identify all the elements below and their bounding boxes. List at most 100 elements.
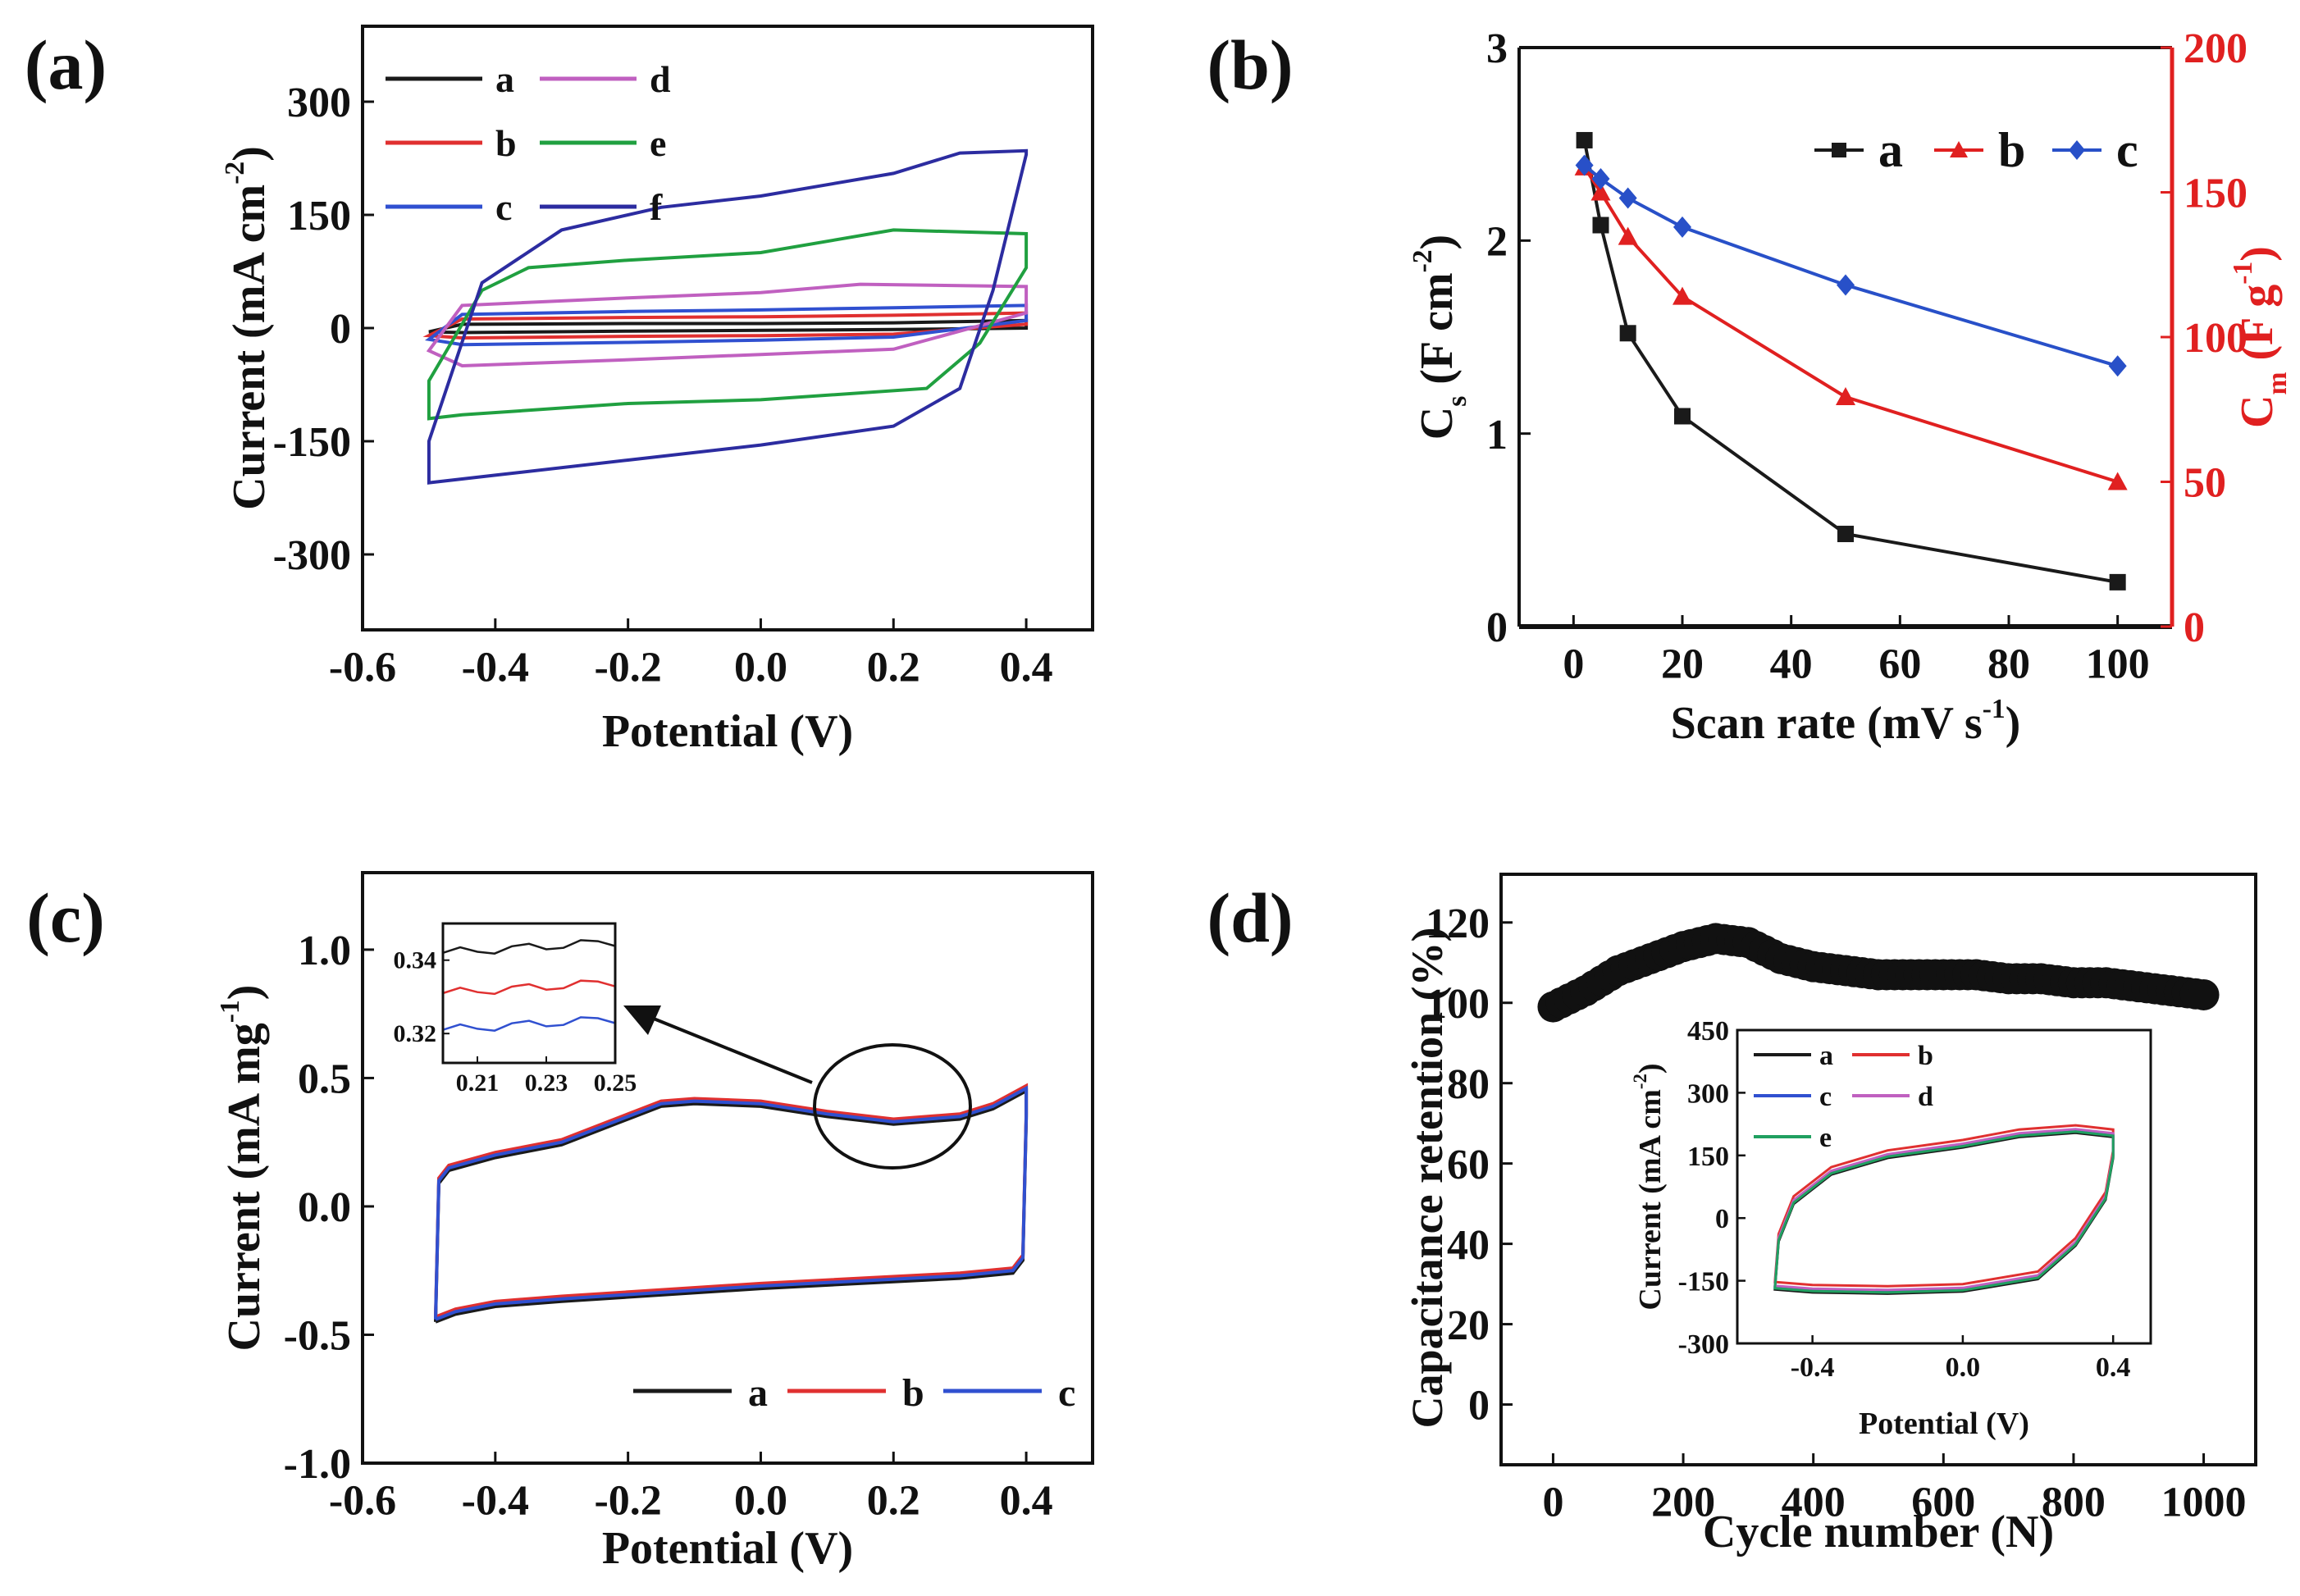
panel-c-xtick-label: 0.2	[867, 1477, 920, 1524]
panel-d-inset-xlabel-part: Potential (V)	[1859, 1407, 2029, 1441]
panel-b-xtick-label: 100	[2086, 641, 2150, 687]
panel-b-label: (b)	[1207, 25, 1293, 104]
panel-d-ylabel: Capacitance retention (%)	[1403, 928, 1452, 1429]
panel-b-ytick-label: 1	[1486, 412, 1508, 458]
panel-a-ylabel-part: )	[224, 146, 275, 162]
panel-b-point-c	[1837, 274, 1855, 296]
panel-c-inset-xtick-label: 0.21	[456, 1069, 500, 1097]
panel-a-series-f	[427, 148, 1029, 485]
panel-c-ytick-label: 0.0	[298, 1184, 351, 1231]
panel-c-inset-series-a	[442, 939, 616, 955]
panel-b-y2label-part: m	[2262, 372, 2293, 394]
panel-d-inset-ylabel-part: Current (mA cm	[1633, 1089, 1668, 1310]
panel-c-ylabel-part: Current (mA mg	[219, 1023, 270, 1351]
panel-b-point-c	[1591, 168, 1610, 190]
panel-c-inset-ytick-label: 0.34	[394, 947, 437, 974]
panel-d-inset-series-a	[1773, 1131, 2115, 1295]
panel-d-xtick-label: 1000	[2161, 1479, 2247, 1525]
panel-b-point-a	[2109, 573, 2126, 591]
panel-a-xtick-label: 0.2	[867, 644, 920, 691]
panel-b-ylabel-part: (F cm	[1412, 272, 1463, 395]
panel-b-point-a	[1576, 131, 1593, 148]
panel-b-ytick-label: 2	[1486, 219, 1508, 266]
panel-c-series-c	[434, 1085, 1029, 1321]
panel-b-legend-marker-a	[1832, 143, 1846, 157]
panel-b-point-a	[1837, 526, 1854, 543]
panel-a-ytick-label: 150	[287, 193, 351, 239]
panel-a-ytick-label: -300	[273, 532, 351, 579]
panel-c-inset-xtick-label: 0.23	[525, 1069, 568, 1097]
panel-b-ylabel-part: s	[1442, 396, 1472, 407]
panel-b-point-a	[1619, 325, 1636, 342]
panel-d-inset-ylabel-part: )	[1633, 1063, 1668, 1074]
panel-d-ytick-label: 100	[1426, 981, 1490, 1028]
panel-b-xlabel-part: Scan rate (mV s	[1671, 698, 1983, 749]
panel-b-y2tick-label: 200	[2184, 25, 2248, 72]
panel-b-y2tick-label: 50	[2184, 460, 2226, 507]
panel-b-point-a	[1592, 217, 1609, 234]
panel-d-xtick-label: 200	[1651, 1479, 1715, 1525]
panel-a-xtick-label: -0.6	[329, 644, 396, 691]
panel-c-series-b	[434, 1083, 1029, 1319]
panel-c-inset-frame	[441, 922, 617, 1065]
panel-b-point-c	[1618, 187, 1637, 209]
panel-a-xlabel-part: Potential (V)	[602, 706, 853, 757]
panel-d-inset-ytick-label: 150	[1687, 1142, 1729, 1172]
panel-d-inset-series-c	[1773, 1129, 2115, 1293]
panel-b-xtick-label: 80	[1987, 641, 2030, 687]
panel-b-y2label-part: (F g	[2232, 285, 2283, 372]
panel-d-xlabel-part: Cycle number (N)	[1703, 1507, 2054, 1557]
panel-c-xtick-label: -0.4	[462, 1477, 529, 1524]
panel-b-legend-marker-b	[1950, 141, 1968, 157]
panel-b-legend-label-a: a	[1878, 123, 1903, 177]
panel-a-label: (a)	[25, 25, 107, 104]
panel-b-ylabel-part: )	[1412, 235, 1463, 250]
panel-c-inset-xtick-label: 0.25	[594, 1069, 637, 1097]
panel-c-ytick-label: -0.5	[284, 1313, 351, 1360]
panel-d-inset-xtick-label: -0.4	[1791, 1352, 1835, 1383]
panel-d-inset-series-d	[1773, 1128, 2115, 1292]
panel-b-legend-marker-c	[2069, 140, 2085, 160]
panel-b-y2label-part: -1	[2228, 262, 2258, 285]
panel-d-inset-frame	[1736, 1028, 2152, 1345]
panel-d-frame	[1499, 873, 2257, 1466]
panel-b-y2label: Cm (F g-1)	[2228, 246, 2293, 428]
panel-c-legend-label-c: c	[1058, 1371, 1075, 1415]
panel-b-point-b	[1590, 182, 1611, 201]
panel-b-ylabel-part: C	[1412, 407, 1463, 440]
panel-a-ylabel-part: Current (mA cm	[224, 185, 275, 510]
panel-c-xlabel: Potential (V)	[602, 1523, 853, 1574]
panel-d-ytick-label: 120	[1426, 901, 1490, 947]
panel-c-ytick-label: 0.5	[298, 1056, 351, 1103]
panel-b-legend-label-b: b	[1998, 123, 2025, 177]
panel-c-zoom-arrow	[649, 1015, 813, 1084]
panel-d-inset-ytick-label: -150	[1678, 1267, 1729, 1297]
panel-d-inset-xtick-label: 0.0	[1946, 1352, 1981, 1383]
panel-d-xtick-label: 800	[2042, 1479, 2106, 1525]
panel-c-xtick-label: -0.6	[329, 1477, 396, 1524]
panel-b-ytick-label: 3	[1486, 25, 1508, 72]
panel-a-xtick-label: -0.4	[462, 644, 529, 691]
panel-d-ytick-label: 80	[1447, 1061, 1490, 1108]
panel-d-inset-xlabel: Potential (V)	[1859, 1407, 2029, 1441]
panel-b-point-c	[1673, 216, 1691, 238]
panel-c-label: (c)	[26, 878, 104, 957]
panel-d-inset-legend-label-e: e	[1819, 1123, 1832, 1153]
panel-b-ylabel: Cs (F cm-2)	[1408, 235, 1472, 440]
panel-a-ytick-label: -150	[273, 419, 351, 466]
panel-d-ytick-label: 20	[1447, 1302, 1490, 1349]
panel-c-legend-label-a: a	[748, 1371, 768, 1415]
panel-a-xtick-label: -0.2	[594, 644, 661, 691]
panel-c-legend-label-b: b	[902, 1371, 924, 1415]
panel-c-inset-ytick-label: 0.32	[394, 1020, 437, 1047]
panel-a-xlabel: Potential (V)	[602, 706, 853, 757]
panel-c-frame	[361, 871, 1094, 1465]
panel-a-xtick-label: 0.4	[1000, 644, 1053, 691]
panel-b-y2tick-label: 100	[2184, 315, 2248, 362]
panel-d-inset-legend-label-b: b	[1918, 1041, 1933, 1071]
panel-b-point-b	[1618, 226, 1638, 245]
panel-d-ytick-label: 40	[1447, 1222, 1490, 1269]
panel-b-legend-label-c: c	[2116, 123, 2138, 177]
panel-c-series-a	[434, 1088, 1029, 1324]
panel-d-xtick-label: 0	[1542, 1479, 1563, 1525]
